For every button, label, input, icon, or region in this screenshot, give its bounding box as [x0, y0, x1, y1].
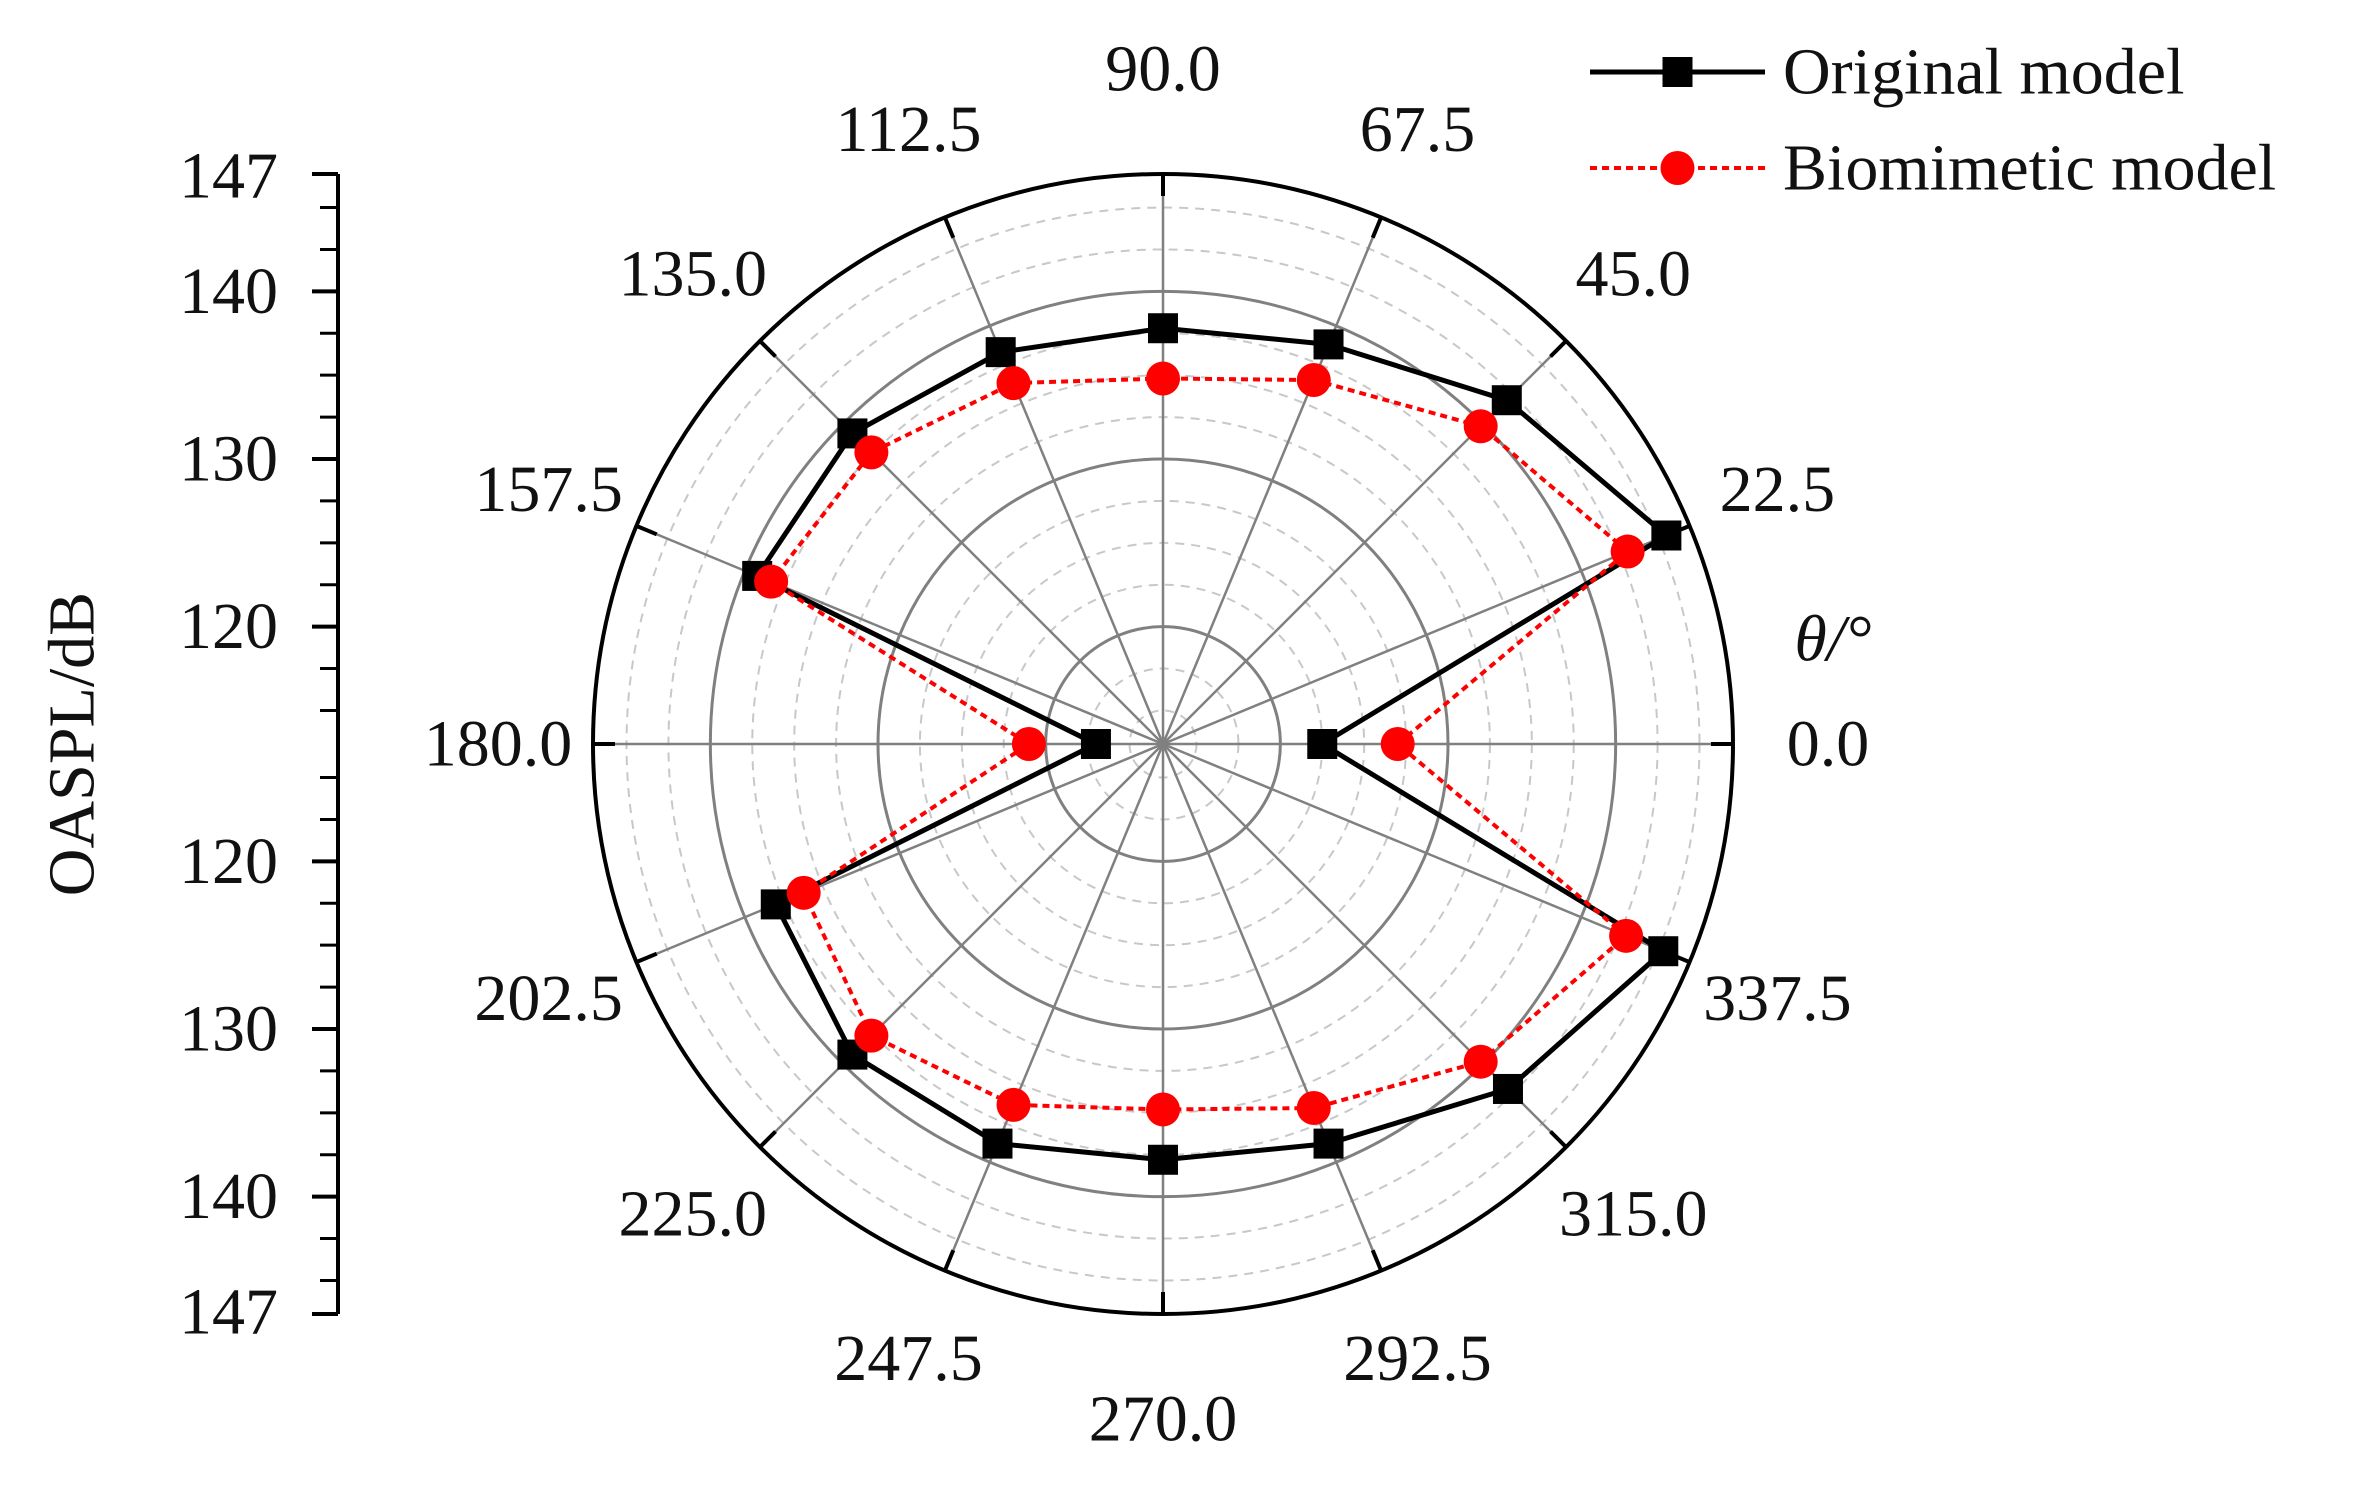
radial-tick-label: 130: [179, 993, 278, 1066]
angular-tick-label: 315.0: [1559, 1178, 1708, 1251]
angular-tick-label: 112.5: [835, 93, 981, 166]
data-point-square: [760, 889, 791, 920]
data-point-square: [1313, 1128, 1344, 1159]
radial-tick-label: 130: [179, 423, 278, 496]
angular-tick: [943, 1249, 956, 1272]
spoke-line: [943, 743, 1165, 1272]
angular-tick: [758, 1130, 777, 1149]
data-point-circle: [1463, 409, 1498, 444]
angular-tick: [635, 524, 658, 537]
data-point-circle: [1610, 534, 1645, 569]
spoke-line: [1162, 742, 1691, 964]
angular-tick-label: 270.0: [1089, 1383, 1238, 1456]
data-point-square: [1080, 729, 1111, 759]
angular-tick-label: 292.5: [1343, 1322, 1492, 1395]
spoke-line: [635, 742, 1164, 964]
angular-tick: [1370, 1249, 1383, 1272]
angular-tick-label: 90.0: [1105, 33, 1221, 106]
series-layer: [742, 313, 1682, 1175]
series-biomimetic-model: [754, 361, 1645, 1127]
data-point-circle: [854, 435, 889, 470]
spoke-line: [635, 524, 1164, 746]
data-point-circle: [996, 1087, 1031, 1122]
data-point-square: [1148, 1144, 1178, 1175]
data-point-circle: [1609, 918, 1644, 953]
legend-marker-square: [1662, 57, 1693, 87]
angular-tick-label: 202.5: [474, 962, 623, 1035]
angular-tick: [1549, 339, 1568, 358]
radial-axis-title: OASPL/dB: [36, 592, 109, 896]
legend: Original model Biomimetic model: [1590, 36, 2276, 205]
data-point-square: [985, 337, 1016, 368]
angular-tick: [758, 339, 777, 358]
spoke-line: [943, 216, 1165, 745]
series-line: [769, 376, 1630, 1112]
spoke-line: [1161, 216, 1383, 745]
data-point-square: [1491, 385, 1522, 416]
data-point-circle: [754, 564, 789, 599]
angular-tick: [943, 216, 956, 239]
polar-grid: [591, 172, 1735, 1316]
radial-tick-label: 147: [179, 140, 278, 213]
radial-tick-label: 120: [179, 590, 278, 663]
legend-marker-circle: [1660, 151, 1695, 185]
angular-tick-label: 0.0: [1787, 708, 1870, 781]
spoke-line: [1161, 743, 1383, 1272]
series-original-model: [742, 313, 1682, 1175]
angular-tick-label: 45.0: [1575, 237, 1691, 310]
data-point-circle: [1296, 1090, 1331, 1125]
data-point-square: [1148, 313, 1178, 344]
legend-item: Biomimetic model: [1590, 132, 2276, 205]
angular-tick: [635, 951, 658, 964]
angular-tick-label: 22.5: [1720, 453, 1836, 526]
legend-label: Original model: [1783, 36, 2184, 109]
data-point-circle: [786, 875, 821, 910]
radial-tick-label: 147: [179, 1276, 278, 1349]
radial-tick-label: 120: [179, 825, 278, 898]
angular-tick: [1370, 216, 1383, 239]
data-point-square: [1313, 329, 1344, 360]
angular-tick-label: 225.0: [619, 1178, 768, 1251]
data-point-square: [1651, 520, 1682, 551]
radial-tick-label: 140: [179, 255, 278, 328]
data-point-circle: [1463, 1044, 1498, 1079]
data-point-square: [982, 1128, 1013, 1159]
angular-tick-label: 157.5: [474, 453, 623, 526]
angular-tick: [1549, 1130, 1568, 1149]
data-point-circle: [996, 366, 1031, 401]
spoke-line: [1162, 524, 1691, 746]
spoke-line: [759, 743, 1164, 1148]
angular-tick-label: 67.5: [1360, 93, 1476, 166]
data-point-circle: [1296, 363, 1331, 398]
data-point-circle: [1146, 1092, 1180, 1127]
angular-tick-label: 337.5: [1703, 962, 1852, 1035]
data-point-circle: [854, 1018, 889, 1053]
angular-tick-labels: 0.0 22.5 45.0 67.5 90.0 112.5 135.0 157.5 180.0 2…: [424, 33, 1870, 1456]
data-point-square: [1492, 1073, 1523, 1104]
data-point-square: [1307, 729, 1338, 759]
data-point-circle: [1011, 727, 1046, 761]
data-point-circle: [1146, 361, 1180, 396]
radial-axis: 120 120 130 130 140 140 147 147: [179, 140, 340, 1349]
legend-label: Biomimetic model: [1783, 132, 2276, 205]
legend-item: Original model: [1590, 36, 2184, 109]
angular-tick-label: 180.0: [424, 708, 573, 781]
angular-tick-label: 135.0: [619, 237, 768, 310]
radial-tick-label: 140: [179, 1160, 278, 1233]
angular-tick-label: 247.5: [834, 1322, 983, 1395]
data-point-square: [1648, 936, 1679, 967]
spoke-line: [759, 340, 1164, 745]
angular-axis-title: θ/°: [1794, 603, 1871, 676]
data-point-circle: [1380, 727, 1415, 761]
